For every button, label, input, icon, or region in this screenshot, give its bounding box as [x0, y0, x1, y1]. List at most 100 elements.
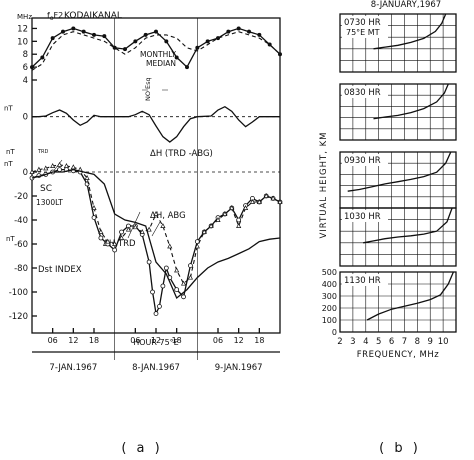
- foF2-ytick-label-1: 12: [17, 24, 28, 34]
- ΔH-tri-2-31: [236, 223, 242, 228]
- Esq-series-1: [32, 105, 280, 143]
- ΔH-point-1-20: [153, 311, 159, 317]
- panel-b-ylabel: VIRTUAL HEIGHT, KM: [319, 131, 329, 238]
- ΔH-tri-2-18: [146, 226, 152, 232]
- x-tick-label-1: 06: [48, 336, 58, 345]
- foF2-point-1-17: [195, 45, 200, 50]
- ionogram-box-5: [339, 271, 457, 333]
- foF2-point-1-14: [164, 39, 169, 44]
- day-dividers: [114, 18, 198, 360]
- ΔH-point-1-18: [146, 259, 152, 265]
- x-tick-label-3: 18: [89, 336, 99, 345]
- foF2-point-1-18: [205, 39, 210, 44]
- freq-tick-label-3: 4: [363, 337, 368, 347]
- station-title: KODAIKANAL: [64, 11, 122, 21]
- dh-abg-label: ΔH, ABG: [150, 211, 186, 221]
- ΔH-tri-2-12: [105, 238, 111, 244]
- ΔH-point-1-10: [91, 215, 97, 221]
- foF2-point-1-8: [102, 34, 107, 39]
- ionogram-1-label: 0730 HR: [344, 18, 381, 28]
- height-tick-label-4: 200: [322, 304, 337, 313]
- ΔH-point-1-11: [98, 235, 104, 241]
- panel-a-plot: 06 12 18 06 12 18 06 12 18 12 10 8 6 4 0 nT 0 -20 -40 -60 -8…: [4, 24, 283, 345]
- ionogram-3-label-bg: [342, 154, 388, 166]
- foF2-point-1-7: [92, 32, 97, 37]
- freq-tick-label-2: 3: [350, 337, 355, 347]
- foF2-point-1-23: [257, 32, 262, 37]
- ΔH-point-1-21: [157, 303, 162, 309]
- ΔH-tri-2-1: [29, 169, 35, 174]
- foF2-point-1-16: [184, 65, 189, 70]
- ΔH-tri-2-5: [56, 161, 63, 167]
- ΔH-point-1-5: [57, 167, 62, 173]
- ΔH-tri-2-19: [153, 211, 159, 216]
- ionogram-5-label-bg: [342, 274, 388, 286]
- dh-trd-label: ΔH,TRD: [103, 239, 136, 249]
- ionogram-4-label-bg: [342, 210, 388, 222]
- sc-label: SC: [40, 184, 52, 194]
- ionogram-2-label: 0830 HR: [344, 88, 381, 98]
- ΔH-series-3: [31, 168, 281, 300]
- ΔH-tri-2-37: [277, 199, 283, 204]
- ΔH-point-1-26: [181, 294, 186, 300]
- ΔH-tri-2-2: [36, 166, 42, 172]
- fof2-label: foF2: [47, 11, 63, 22]
- panel-a-label: ( a ): [121, 441, 162, 456]
- ionogram-5-label: 1130 HR: [344, 276, 381, 286]
- day-labels: 7-JAN.1967 8-JAN.1967 9-JAN.1967: [49, 363, 262, 373]
- ionogram-1-trace: [373, 13, 447, 50]
- monthly-median-label: MONTHLY: [140, 50, 176, 59]
- ΔH-point-1-14: [119, 229, 124, 235]
- foF2-ytick-label-2: 10: [17, 37, 28, 47]
- freq-tick-label-9: 10: [438, 337, 449, 347]
- height-tick-label-1: 500: [322, 268, 337, 277]
- ΔH-ytick-label-7: -120: [9, 312, 28, 322]
- ionogram-4-trace: [363, 207, 453, 244]
- freq-tick-label-6: 7: [402, 337, 407, 347]
- ionogram-1-sublabel: 75°E MT: [346, 28, 380, 37]
- ΔH-ytick-label-1: 0: [23, 168, 28, 178]
- x-tick-label-9: 18: [254, 336, 264, 345]
- ΔH-ytick-label-2: -20: [14, 192, 28, 202]
- ΔH-point-1-34: [236, 217, 242, 223]
- no-esq-label: NO Esq: [144, 77, 152, 101]
- ΔH-point-1-13: [112, 247, 118, 253]
- freq-tick-label-8: 9: [428, 337, 433, 347]
- ionogram-box-2: [339, 83, 457, 141]
- foF2-point-1-2: [40, 55, 45, 60]
- ΔH-tri-2-6: [63, 163, 70, 168]
- height-tick-label-5: 100: [322, 316, 337, 325]
- ΔH-tri-2-7: [70, 164, 76, 170]
- foF2-point-1-25: [277, 52, 282, 57]
- foF2-point-1-6: [81, 29, 86, 34]
- ΔH-tri-2-16: [132, 224, 138, 230]
- ΔH-point-1-25: [174, 287, 180, 293]
- ionogram-5-trace: [366, 271, 454, 321]
- hour-axis-label: HOUR 75°E: [133, 338, 179, 347]
- ΔH-ytick-label-4: -60: [14, 240, 28, 250]
- day-label-1: 7-JAN.1967: [49, 363, 97, 373]
- ΔH-tri-2-3: [43, 165, 49, 171]
- ionogram-box-4: [339, 207, 457, 267]
- ionogram-box-1: [339, 13, 457, 73]
- Esq-ytick-label-1: 0: [23, 113, 28, 123]
- ΔH-tri-2-10: [91, 205, 97, 210]
- ΔH-series-1: [31, 168, 281, 316]
- x-tick-label-6: 18: [172, 336, 182, 345]
- x-tick-label-4: 06: [130, 336, 140, 345]
- foF2-point-1-5: [71, 26, 76, 31]
- ionogram-1-label-bg: [342, 16, 388, 38]
- height-tick-label-2: 400: [322, 280, 337, 289]
- ionogram-3-label: 0930 HR: [344, 156, 381, 166]
- ΔH-tri-2-26: [201, 229, 207, 234]
- ΔH-tri-2-25: [194, 243, 200, 249]
- foF2-point-1-4: [61, 29, 66, 34]
- day-label-3: 9-JAN.1967: [215, 363, 263, 373]
- ΔH-unit: nT: [4, 160, 13, 168]
- ΔH-tri-2-20: [160, 223, 166, 228]
- ΔH-tri-2-33: [249, 199, 256, 204]
- ΔH-tri-2-35: [263, 193, 269, 198]
- x-tick-label-7: 06: [213, 336, 223, 345]
